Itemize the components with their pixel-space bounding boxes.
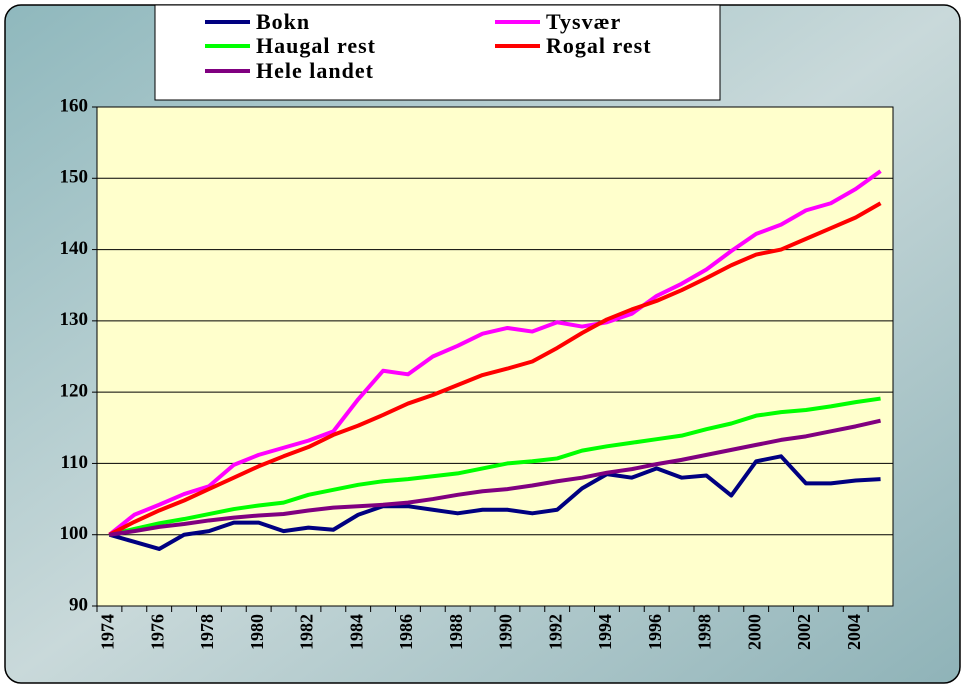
y-tick-label: 160	[60, 95, 89, 116]
y-tick-label: 130	[60, 309, 89, 330]
x-tick-label: 1994	[595, 614, 615, 650]
plot-area	[96, 106, 894, 607]
x-tick-label: 2004	[844, 614, 864, 650]
y-tick-label: 150	[60, 167, 89, 188]
x-tick-label: 1990	[496, 614, 516, 650]
x-tick-label: 1996	[645, 614, 665, 650]
x-tick-label: 1982	[297, 614, 317, 650]
x-tick-label: 1998	[695, 614, 715, 650]
y-tick-label: 100	[60, 523, 89, 544]
x-tick-label: 1992	[545, 614, 565, 650]
legend-label: Rogal rest	[546, 33, 652, 58]
series-line	[109, 418, 882, 537]
x-tick-label: 1984	[346, 614, 366, 650]
y-tick-label: 120	[60, 381, 89, 402]
x-tick-label: 1976	[147, 614, 167, 650]
series-line	[108, 201, 882, 537]
y-tick-label: 110	[61, 452, 88, 473]
x-tick-label: 1980	[247, 614, 267, 650]
x-tick-label: 1988	[446, 614, 466, 650]
series-line	[108, 169, 882, 537]
y-tick-label: 90	[69, 594, 88, 615]
x-tick-label: 1978	[197, 614, 217, 650]
legend-label: Haugal rest	[256, 33, 376, 58]
x-tick-label: 2002	[794, 614, 814, 650]
series-line	[108, 454, 881, 551]
y-tick-label: 140	[60, 238, 89, 259]
x-tick-label: 1974	[98, 614, 118, 650]
legend-label: Tysvær	[546, 9, 621, 34]
x-tick-label: 2000	[744, 614, 764, 650]
legend-label: Bokn	[256, 9, 310, 34]
legend-label: Hele landet	[256, 58, 374, 83]
x-tick-label: 1986	[396, 614, 416, 650]
series-line	[108, 396, 881, 537]
